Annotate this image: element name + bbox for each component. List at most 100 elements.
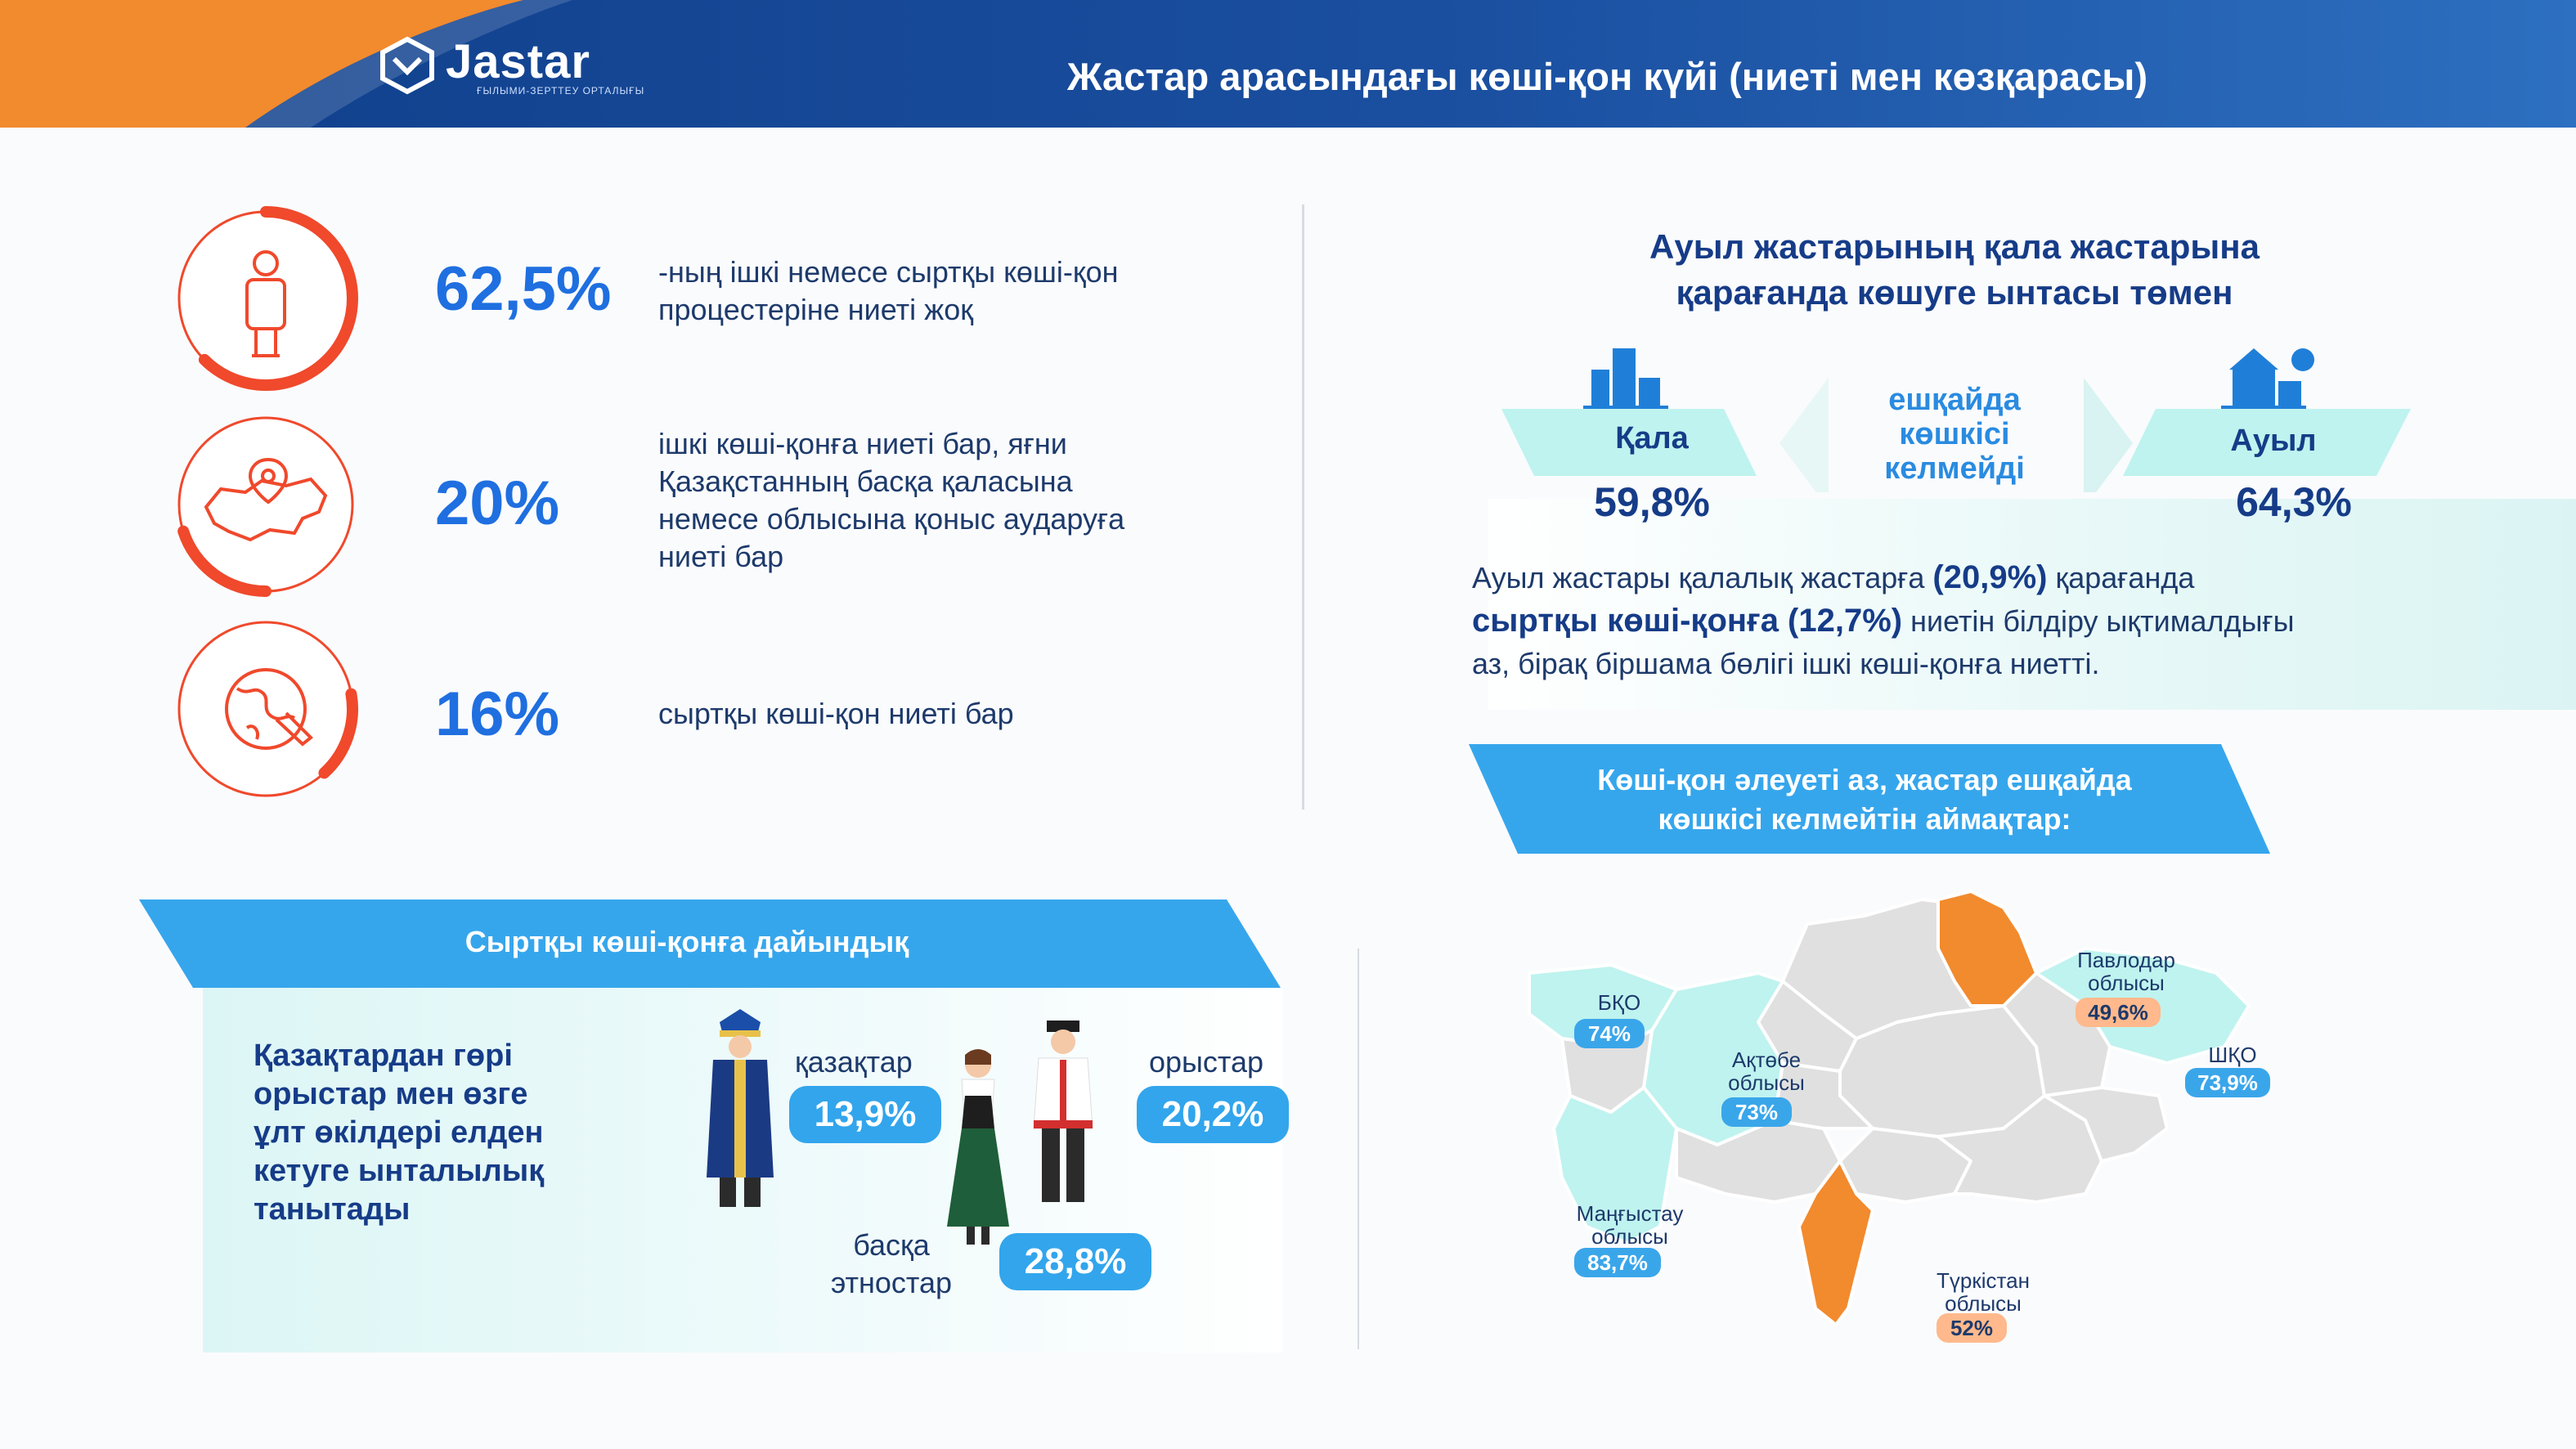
others-label-line: этностар: [830, 1266, 953, 1299]
region-value-pavlodar: 49,6%: [2076, 998, 2161, 1027]
stat-desc-line: -ның ішкі немесе сыртқы көші-қон: [658, 255, 1119, 289]
logo-text: Jastar: [446, 35, 590, 88]
readiness-text: Қазақтардан гөрі орыстар мен өзге ұлт өк…: [254, 1037, 597, 1229]
logo-subtitle: ҒЫЛЫМИ-ЗЕРТТЕУ ОРТАЛЫҒЫ: [477, 85, 645, 96]
other-ethnic-woman-icon: [947, 1049, 1009, 1245]
village-house-icon: [2221, 348, 2314, 409]
stat-ring-3: [172, 615, 360, 803]
region-label-aktobe: Ақтөбе облысы: [1709, 1048, 1824, 1094]
globe-plane-icon: [225, 668, 313, 750]
para-text: аз, бірақ біршама бөлігі ішкі көші-қонға…: [1472, 647, 2100, 680]
region-label-mangystau: Маңғыстау облысы: [1568, 1202, 1691, 1248]
region-name-line: Маңғыстау: [1576, 1201, 1684, 1226]
kazakhstan-map-pin-icon: [204, 457, 328, 542]
person-icon: [245, 250, 286, 357]
others-label: басқа этностар: [818, 1227, 965, 1302]
region-value-bko: 74%: [1574, 1019, 1645, 1048]
region-almaty: [1936, 1094, 2103, 1204]
stat-desc-line: Қазақстанның басқа қаласына: [658, 464, 1073, 498]
regions-banner: Көші-қон әлеуеті аз, жастар ешқайда көшк…: [1497, 760, 2233, 839]
header-swoosh: [0, 0, 572, 128]
stat-desc-3: сыртқы көші-қон ниеті бар: [658, 695, 1247, 733]
middle-line: көшкісі: [1899, 417, 2010, 451]
region-name-line: Павлодар: [2077, 948, 2175, 972]
para-text: ниетін білдіру ықтималдығы: [1902, 604, 2295, 638]
banner-line: көшкісі келмейтін аймақтар:: [1658, 802, 2071, 836]
header-bar: Jastar ҒЫЛЫМИ-ЗЕРТТЕУ ОРТАЛЫҒЫ Жастар ар…: [0, 0, 2576, 128]
para-text: қарағанда: [2047, 561, 2195, 594]
stat-value-2: 20%: [435, 469, 560, 538]
city-label: Қала: [1615, 421, 1689, 455]
region-label-turkistan: Түркістан облысы: [1922, 1269, 2044, 1315]
region-name-line: облысы: [2088, 971, 2165, 995]
para-bold: сыртқы көші-қонға (12,7%): [1472, 603, 1903, 639]
region-value-vko: 73,9%: [2185, 1068, 2270, 1097]
readiness-line: орыстар мен өзге: [254, 1077, 528, 1111]
kazakhs-value: 13,9%: [789, 1086, 941, 1143]
others-value: 28,8%: [999, 1233, 1151, 1290]
middle-line: келмейді: [1884, 451, 2025, 486]
region-mangystau: [1552, 1086, 1678, 1245]
region-value-aktobe: 73%: [1721, 1097, 1792, 1127]
city-value: 59,8%: [1594, 479, 1710, 525]
region-label-bko: БҚО: [1597, 990, 1641, 1015]
stat-desc-line: сыртқы көші-қон ниеті бар: [658, 697, 1014, 730]
russians-label: орыстар: [1149, 1045, 1264, 1079]
readiness-banner: Сыртқы көші-қонға дайындық: [464, 925, 909, 958]
region-pavlodar: [1936, 890, 2038, 1007]
region-ulytau: [1773, 1061, 1874, 1130]
urban-rural-paragraph: Ауыл жастары қалалық жастарға (20,9%) қа…: [1472, 556, 2535, 685]
region-name-line: облысы: [1728, 1070, 1805, 1095]
urban-rural-heading: Ауыл жастарының қала жастарына қарағанда…: [1505, 224, 2404, 316]
region-label-vko: ШҚО: [2208, 1043, 2257, 1067]
stat-value-3: 16%: [435, 680, 560, 749]
urban-rural-graphic: [1501, 348, 2411, 492]
russians-value: 20,2%: [1137, 1086, 1289, 1143]
city-buildings-icon: [1583, 348, 1668, 409]
region-value-turkistan: 52%: [1936, 1313, 2007, 1343]
paragraph-bg: [1488, 499, 2576, 710]
region-turkistan: [1797, 1160, 1874, 1326]
village-value: 64,3%: [2236, 479, 2352, 525]
regions-banner-bg: [1469, 744, 2270, 854]
region-value-mangystau: 83,7%: [1574, 1248, 1661, 1277]
kazakh-man-icon: [707, 1009, 774, 1207]
stat-desc-line: ішкі көші-қонға ниеті бар, яғни: [658, 427, 1067, 460]
region-zhetysu: [2043, 1086, 2169, 1163]
stat-value-1: 62,5%: [435, 254, 612, 324]
readiness-banner-bg: [139, 899, 1281, 988]
readiness-line: ұлт өкілдері елден: [254, 1115, 544, 1150]
para-bold: (20,9%): [1932, 559, 2048, 595]
region-name-line: Ақтөбе: [1731, 1047, 1802, 1072]
readiness-line: кетуге ынталылық: [254, 1154, 545, 1188]
readiness-line: танытады: [254, 1192, 411, 1227]
heading-line: Ауыл жастарының қала жастарына: [1649, 227, 2260, 266]
para-line: аз, бірақ біршама бөлігі ішкі көші-қонға…: [1472, 643, 2535, 685]
russian-man-icon: [1033, 1021, 1093, 1202]
vertical-divider: [1302, 204, 1304, 810]
region-name-line: Түркістан: [1936, 1268, 2030, 1293]
stat-desc-line: немесе облысына қоныс аударуға: [658, 502, 1125, 536]
vertical-divider-lower: [1358, 949, 1359, 1349]
region-name-line: облысы: [1945, 1291, 2022, 1316]
village-label: Ауыл: [2230, 424, 2317, 458]
stat-ring-2: [172, 410, 360, 599]
heading-line: қарағанда көшуге ынтасы төмен: [1676, 273, 2233, 312]
others-label-line: басқа: [853, 1228, 930, 1262]
banner-line: Көші-қон әлеуеті аз, жастар ешқайда: [1597, 763, 2132, 796]
para-line: Ауыл жастары қалалық жастарға (20,9%) қа…: [1472, 556, 2535, 599]
stat-ring-1: [172, 204, 360, 393]
stat-desc-line: ниеті бар: [658, 540, 784, 573]
para-line: сыртқы көші-қонға (12,7%) ниетін білдіру…: [1472, 599, 2535, 643]
jastar-logo-icon: [380, 36, 434, 95]
kazakhstan-map: [1528, 890, 2251, 1326]
middle-label: ешқайда көшкісі келмейді: [1832, 383, 2077, 486]
region-name-line: облысы: [1591, 1224, 1668, 1249]
readiness-line: Қазақтардан гөрі: [254, 1039, 513, 1073]
page-title: Жастар арасындағы көші-қон күйі (ниеті м…: [1067, 55, 2148, 98]
stat-desc-1: -ның ішкі немесе сыртқы көші-қон процест…: [658, 253, 1247, 329]
middle-line: ешқайда: [1888, 383, 2021, 417]
stat-desc-line: процестеріне ниеті жоқ: [658, 293, 973, 326]
para-text: Ауыл жастары қалалық жастарға: [1472, 561, 1933, 594]
kazakhs-label: қазақтар: [795, 1045, 913, 1079]
